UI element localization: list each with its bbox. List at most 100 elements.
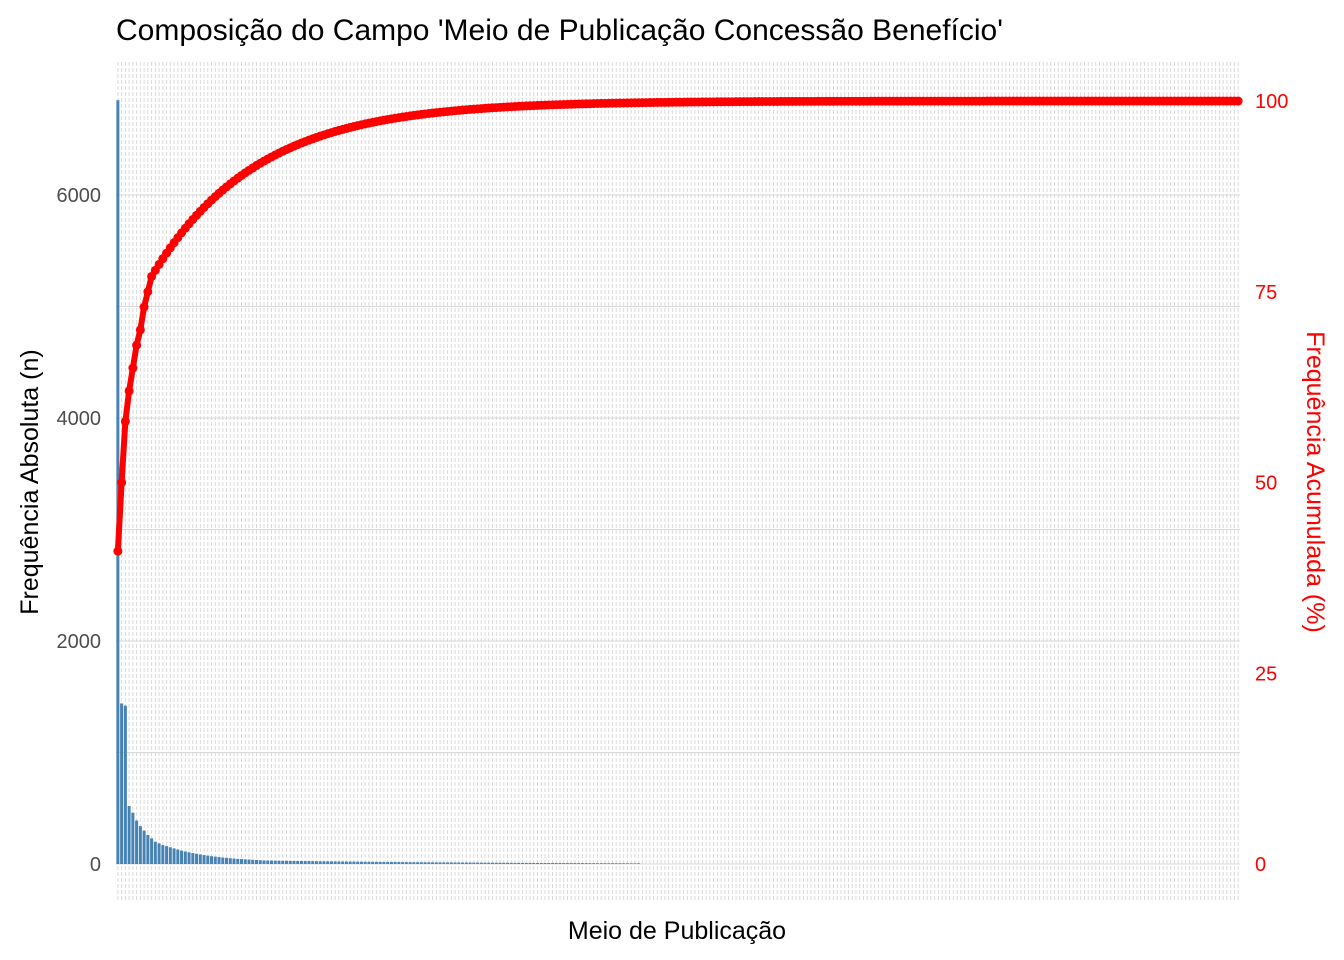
- bar: [393, 862, 397, 864]
- bar: [127, 806, 131, 864]
- bar: [303, 861, 307, 864]
- cumulative-line-series: [113, 96, 1243, 556]
- bar: [494, 862, 498, 864]
- bar: [318, 861, 322, 864]
- bar: [333, 861, 337, 864]
- bar: [502, 862, 506, 864]
- bar: [221, 857, 225, 864]
- bar: [449, 862, 453, 864]
- bar: [569, 863, 573, 864]
- cumulative-point: [135, 325, 145, 335]
- bar: [138, 826, 142, 864]
- bar: [528, 862, 532, 864]
- bar: [284, 860, 288, 864]
- bar: [401, 862, 405, 864]
- bar: [176, 849, 180, 864]
- bar: [416, 862, 420, 864]
- bar: [637, 863, 641, 864]
- bar: [521, 862, 525, 864]
- bar: [161, 845, 165, 864]
- bar: [165, 846, 169, 864]
- bar: [217, 857, 221, 864]
- bar: [378, 861, 382, 864]
- bar: [592, 863, 596, 864]
- bar: [187, 852, 191, 864]
- bar: [487, 862, 491, 864]
- bar: [255, 859, 258, 864]
- bar: [348, 861, 352, 864]
- bar: [262, 860, 266, 864]
- bar: [352, 861, 356, 864]
- bar: [142, 830, 146, 864]
- bar: [614, 863, 618, 864]
- y-right-tick-label: 100: [1255, 91, 1288, 113]
- bar: [419, 862, 423, 864]
- bar: [273, 860, 277, 864]
- bar: [367, 861, 371, 864]
- bar: [195, 853, 199, 864]
- bar: [412, 862, 416, 864]
- bar: [225, 857, 229, 864]
- y-left-tick-label: 2000: [57, 631, 102, 653]
- bar: [157, 843, 161, 864]
- cumulative-point: [1233, 96, 1243, 106]
- bar: [625, 863, 629, 864]
- bar: [337, 861, 341, 864]
- bar: [386, 861, 390, 864]
- bar: [382, 861, 386, 864]
- bar: [371, 861, 375, 864]
- bar: [213, 856, 217, 864]
- bar: [363, 861, 367, 864]
- bar: [547, 863, 551, 864]
- bar: [404, 862, 408, 864]
- bar: [438, 862, 442, 864]
- bar: [206, 855, 210, 864]
- bar: [240, 859, 244, 864]
- bar: [359, 861, 363, 864]
- horizontal-gridlines: [116, 194, 1240, 865]
- y-axis-left-title: Frequência Absoluta (n): [16, 349, 44, 614]
- bar: [408, 862, 412, 864]
- bar: [123, 705, 127, 864]
- bar: [573, 863, 577, 864]
- bar: [543, 862, 547, 864]
- bar: [558, 863, 562, 864]
- chart-title: Composição do Campo 'Meio de Publicação …: [116, 14, 1003, 47]
- bar: [277, 860, 281, 864]
- grid: [116, 62, 1240, 902]
- bar: [311, 861, 315, 864]
- bar: [633, 863, 637, 864]
- bar: [431, 862, 435, 864]
- bar: [509, 862, 513, 864]
- bar: [524, 862, 528, 864]
- bar: [247, 859, 251, 864]
- bar: [232, 858, 236, 864]
- bar: [172, 848, 176, 864]
- cumulative-point: [117, 478, 127, 487]
- cumulative-point: [124, 386, 134, 396]
- bar: [607, 863, 611, 864]
- bar: [453, 862, 457, 864]
- bar: [577, 863, 581, 864]
- cumulative-point: [139, 302, 149, 312]
- bar: [427, 862, 431, 864]
- bar: [442, 862, 446, 864]
- bar: [580, 863, 584, 864]
- bar: [210, 856, 214, 864]
- bar: [258, 860, 262, 864]
- cumulative-point: [143, 287, 153, 297]
- bar: [595, 863, 599, 864]
- bar: [603, 863, 607, 864]
- bar: [472, 862, 476, 864]
- bar: [299, 861, 303, 864]
- bar: [341, 861, 345, 864]
- y-left-tick-label: 0: [90, 854, 101, 876]
- bar: [292, 860, 296, 864]
- bar: [389, 862, 393, 864]
- x-axis-title: Meio de Publicação: [568, 917, 786, 945]
- y-right-tick-label: 50: [1255, 473, 1277, 495]
- bar: [120, 703, 124, 864]
- bar: [180, 850, 184, 864]
- y-left-tick-label: 6000: [57, 185, 102, 207]
- bar: [461, 862, 465, 864]
